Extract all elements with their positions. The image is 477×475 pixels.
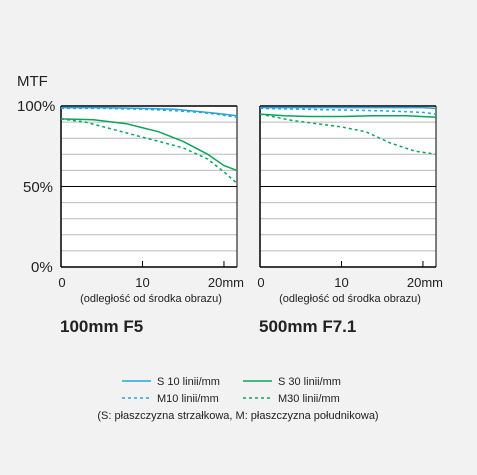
y-tick-0: 0% — [31, 259, 53, 276]
chart-title-1: 100mm F5 — [60, 317, 143, 336]
x-caption-2: (odległość od środka obrazu) — [279, 293, 421, 305]
x-tick-label-2-2: 20mm — [407, 275, 443, 290]
x-tick-label-1-1: 10 — [135, 275, 149, 290]
x-tick-label-2-0: 0 — [257, 275, 264, 290]
legend-m30-label: M30 linii/mm — [278, 393, 340, 405]
legend-m10-label: M10 linii/mm — [157, 393, 219, 405]
chart-title-2: 500mm F7.1 — [259, 317, 356, 336]
series-line-1-1 — [61, 106, 238, 117]
series-line-2-3 — [259, 113, 437, 119]
series-line-1-3 — [60, 118, 238, 172]
y-tick-100: 100% — [17, 98, 55, 115]
x-tick-label-1-0: 0 — [58, 275, 65, 290]
legend-note: (S: płaszczyzna strzałkowa, M: płaszczyz… — [97, 410, 378, 422]
y-tick-50: 50% — [23, 179, 53, 196]
y-axis-title: MTF — [17, 73, 48, 90]
x-tick-label-2-1: 10 — [334, 275, 348, 290]
x-tick-label-1-2: 20mm — [208, 275, 244, 290]
series-line-1-2 — [61, 107, 238, 119]
series-line-2-1 — [260, 106, 437, 110]
series-line-2-4 — [259, 113, 437, 156]
legend-s30-label: S 30 linii/mm — [278, 376, 341, 388]
legend-s10-label: S 10 linii/mm — [157, 376, 220, 388]
x-caption-1: (odległość od środka obrazu) — [80, 293, 222, 305]
